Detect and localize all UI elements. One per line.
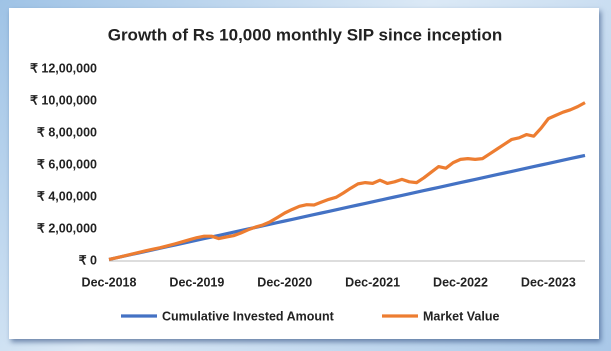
y-tick-label: ₹ 2,00,000: [37, 221, 97, 235]
y-tick-label: ₹ 4,00,000: [37, 189, 97, 203]
legend-label: Cumulative Invested Amount: [162, 309, 335, 323]
y-tick-label: ₹ 8,00,000: [37, 125, 97, 139]
x-tick-label: Dec-2021: [345, 275, 400, 289]
chart-title: Growth of Rs 10,000 monthly SIP since in…: [108, 25, 503, 44]
series-line: [108, 101, 586, 261]
x-tick-label: Dec-2019: [169, 275, 224, 289]
x-tick-label: Dec-2022: [433, 275, 488, 289]
y-tick-label: ₹ 12,00,000: [30, 61, 97, 75]
legend-label: Market Value: [423, 309, 499, 323]
series-line: [108, 153, 586, 261]
x-tick-label: Dec-2020: [257, 275, 312, 289]
y-tick-label: ₹ 10,00,000: [30, 93, 97, 107]
x-tick-label: Dec-2018: [82, 275, 137, 289]
y-tick-label: ₹ 0: [79, 253, 97, 267]
y-tick-label: ₹ 6,00,000: [37, 157, 97, 171]
x-tick-label: Dec-2023: [521, 275, 576, 289]
